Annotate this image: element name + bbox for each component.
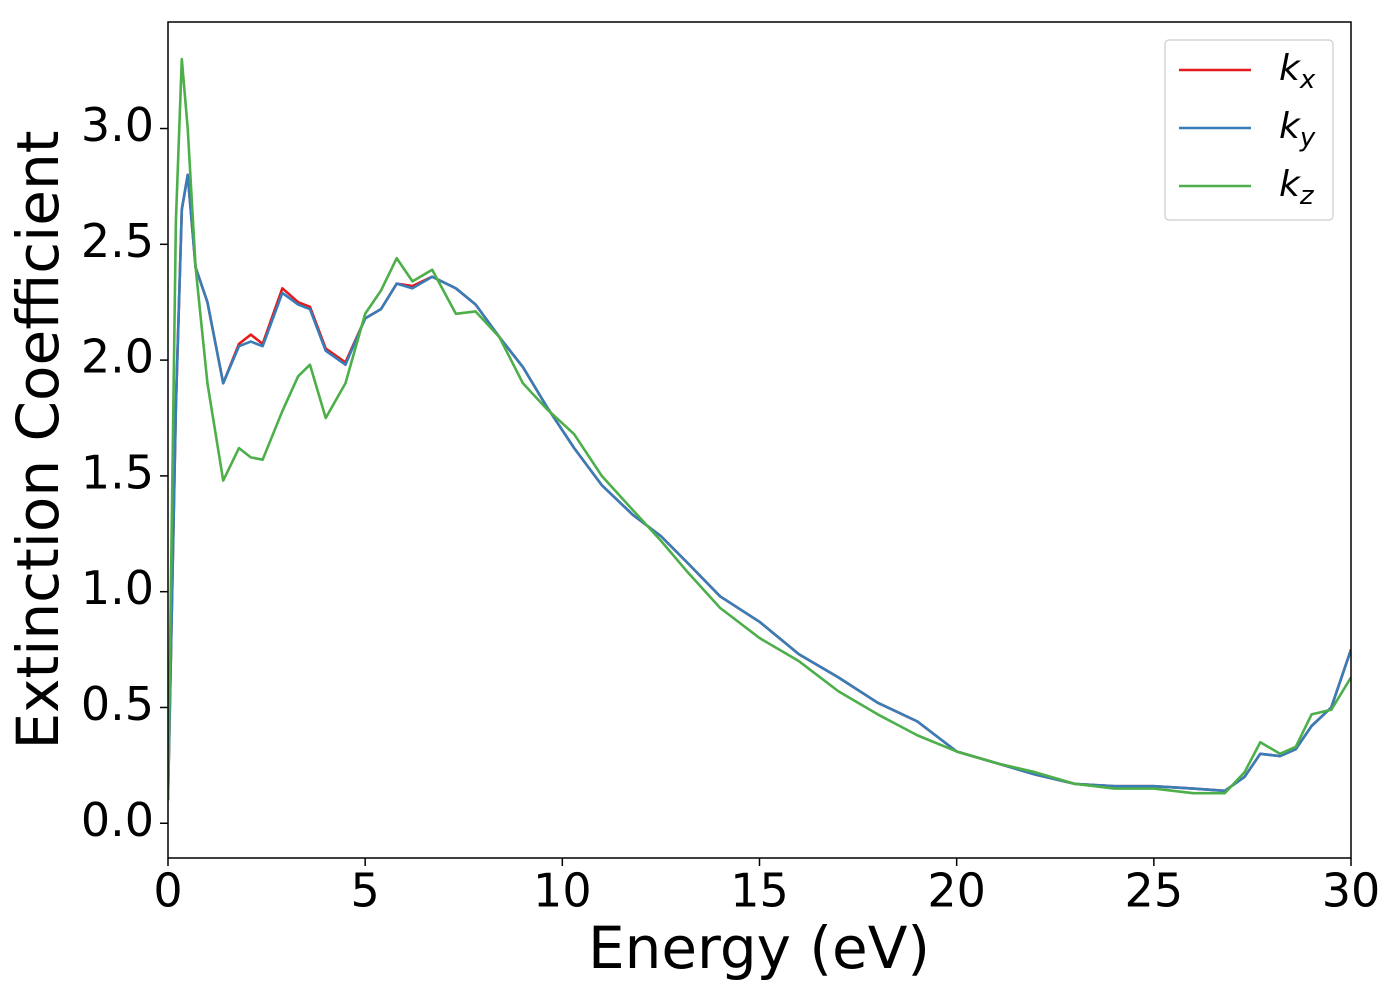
legend-label: kx	[1279, 48, 1316, 95]
y-axis-label: Extinction Coefficient	[4, 131, 72, 750]
y-tick-label: 1.5	[81, 445, 154, 499]
x-axis-label: Energy (eV)	[588, 914, 930, 982]
plot-frame	[167, 21, 1352, 859]
y-tick-label: 1.0	[81, 561, 154, 615]
y-tick-label: 0.0	[81, 793, 154, 847]
y-tick-label: 2.0	[81, 330, 154, 384]
line-series	[168, 173, 1351, 801]
x-tick-label: 10	[533, 864, 592, 918]
line-series	[168, 173, 1351, 801]
legend-label: kz	[1279, 164, 1315, 211]
y-tick-label: 0.5	[81, 677, 154, 731]
legend-label: ky	[1279, 106, 1316, 153]
y-tick-label: 2.5	[81, 214, 154, 268]
x-tick-label: 20	[927, 864, 986, 918]
x-tick-label: 15	[730, 864, 789, 918]
line-series	[168, 57, 1351, 801]
x-tick-label: 25	[1125, 864, 1184, 918]
x-tick-label: 30	[1322, 864, 1381, 918]
x-tick-label: 0	[153, 864, 182, 918]
x-tick-label: 5	[351, 864, 380, 918]
y-tick-label: 3.0	[81, 98, 154, 152]
legend-box	[1164, 39, 1334, 221]
